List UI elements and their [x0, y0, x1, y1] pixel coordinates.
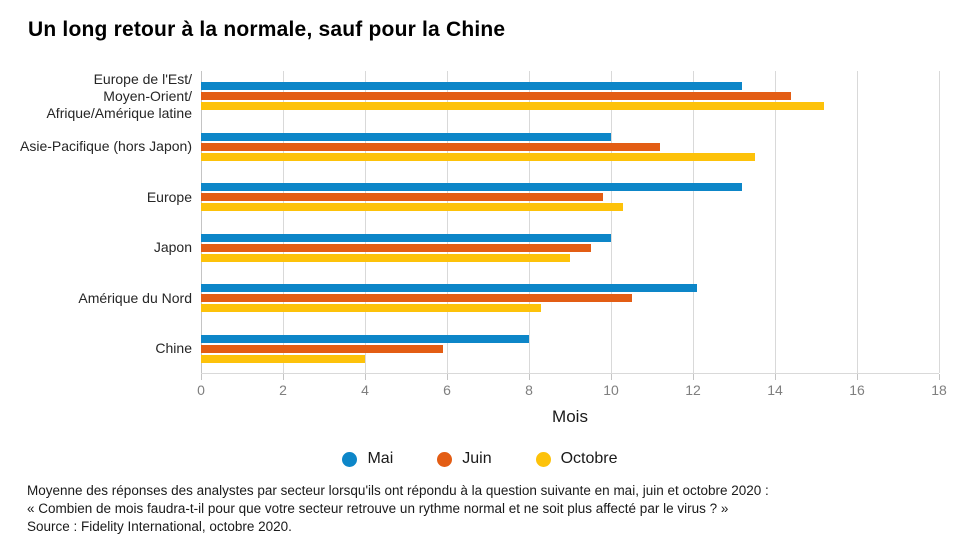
- footnote-line-2: « Combien de mois faudra-t-il pour que v…: [27, 501, 729, 516]
- gridline: [693, 71, 694, 373]
- x-axis: 0 2 4 6 8 10 12 14 16 18: [197, 374, 947, 404]
- gridline: [447, 71, 448, 373]
- gridline: [775, 71, 776, 373]
- bar-mai: [201, 82, 743, 91]
- bar-juin: [201, 193, 603, 202]
- tick-mark: [611, 374, 612, 380]
- tick-label: 12: [685, 382, 701, 398]
- legend-item-octobre: Octobre: [535, 450, 618, 468]
- legend-item-mai: Mai: [342, 450, 393, 468]
- bar-group: [201, 172, 939, 223]
- tick-mark: [775, 374, 776, 380]
- tick-label: 16: [849, 382, 865, 398]
- legend-dot-icon: [437, 451, 453, 467]
- tick-mark: [365, 374, 366, 380]
- legend: Mai Juin Octobre: [0, 450, 960, 468]
- category-label-line: Europe: [146, 188, 192, 205]
- tick-mark: [283, 374, 284, 380]
- bar-juin: [201, 243, 591, 252]
- footnote-line-3: Source : Fidelity International, octobre…: [27, 519, 292, 534]
- footnote: Moyenne des réponses des analystes par s…: [27, 482, 933, 536]
- gridline: [939, 71, 940, 373]
- category-label-line: Asie-Pacifique (hors Japon): [20, 138, 192, 155]
- report-page: Un long retour à la normale, sauf pour l…: [0, 18, 960, 558]
- y-axis-line: [201, 71, 202, 373]
- plot-area: [201, 71, 940, 375]
- gridline: [611, 71, 612, 373]
- tick-label: 10: [603, 382, 619, 398]
- category-label-line: Amérique du Nord: [78, 289, 192, 306]
- bar-group: [201, 71, 939, 122]
- bar-chart: Europe de l'Est/Moyen-Orient/Afrique/Amé…: [0, 71, 960, 427]
- bar-mai: [201, 132, 611, 141]
- tick-label: 0: [197, 382, 205, 398]
- tick-mark: [857, 374, 858, 380]
- tick-label: 4: [361, 382, 369, 398]
- bar-mai: [201, 284, 698, 293]
- bar-juin: [201, 344, 443, 353]
- category-label: Europe: [0, 172, 201, 223]
- legend-label: Juin: [462, 450, 492, 467]
- bar-mai: [201, 334, 529, 343]
- bar-octobre: [201, 102, 825, 111]
- category-label: Amérique du Nord: [0, 273, 201, 324]
- bar-mai: [201, 233, 611, 242]
- bar-group: [201, 324, 939, 375]
- tick-label: 8: [525, 382, 533, 398]
- x-axis-title: Mois: [552, 407, 588, 426]
- gridline: [529, 71, 530, 373]
- legend-label: Octobre: [560, 450, 618, 467]
- tick-label: 14: [767, 382, 783, 398]
- tick-mark: [201, 374, 202, 380]
- tick-mark: [529, 374, 530, 380]
- bar-group: [201, 223, 939, 274]
- bar-juin: [201, 142, 661, 151]
- footnote-line-1: Moyenne des réponses des analystes par s…: [27, 483, 769, 498]
- legend-label: Mai: [367, 450, 394, 467]
- legend-dot-icon: [342, 451, 358, 467]
- legend-dot-icon: [535, 451, 551, 467]
- tick-mark: [447, 374, 448, 380]
- bar-octobre: [201, 253, 570, 262]
- category-label-line: Afrique/Amérique latine: [46, 104, 192, 121]
- tick-mark: [693, 374, 694, 380]
- category-label-line: Japon: [153, 239, 192, 256]
- category-label-line: Chine: [155, 340, 192, 357]
- bar-mai: [201, 183, 743, 192]
- bar-octobre: [201, 354, 365, 363]
- bar-octobre: [201, 304, 542, 313]
- bar-juin: [201, 92, 792, 101]
- tick-label: 18: [931, 382, 947, 398]
- chart-title: Un long retour à la normale, sauf pour l…: [28, 18, 506, 41]
- category-label: Europe de l'Est/Moyen-Orient/Afrique/Amé…: [0, 71, 201, 122]
- gridline: [365, 71, 366, 373]
- bar-juin: [201, 294, 632, 303]
- category-label: Japon: [0, 223, 201, 274]
- gridline: [283, 71, 284, 373]
- legend-item-juin: Juin: [437, 450, 492, 468]
- category-label: Asie-Pacifique (hors Japon): [0, 122, 201, 173]
- tick-label: 2: [279, 382, 287, 398]
- category-label-line: Moyen-Orient/: [103, 87, 192, 104]
- bar-group: [201, 273, 939, 324]
- tick-label: 6: [443, 382, 451, 398]
- bar-octobre: [201, 203, 624, 212]
- tick-mark: [939, 374, 940, 380]
- bar-octobre: [201, 152, 755, 161]
- bar-group: [201, 122, 939, 173]
- category-labels: Europe de l'Est/Moyen-Orient/Afrique/Amé…: [0, 71, 201, 427]
- category-label: Chine: [0, 324, 201, 375]
- category-label-line: Europe de l'Est/: [93, 71, 192, 88]
- gridline: [857, 71, 858, 373]
